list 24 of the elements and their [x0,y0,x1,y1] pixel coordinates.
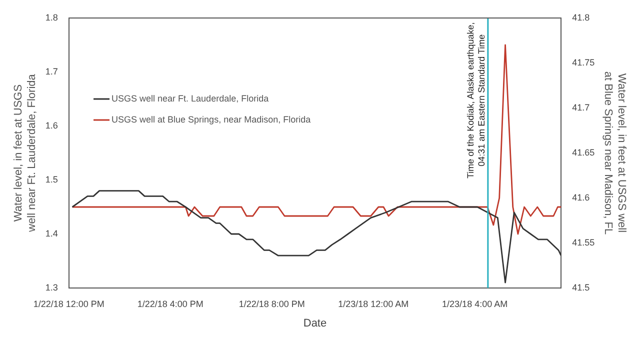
y-tick-label: 1.5 [45,174,58,184]
x-tick-label: 1/22/18 4:00 PM [137,298,204,309]
y2-tick-label: 41.5 [572,282,590,292]
legend-label: USGS well near Ft. Lauderdale, Florida [112,93,269,104]
y-tick-label: 1.3 [45,282,58,292]
x-tick-label: 1/22/18 8:00 PM [238,298,305,309]
y-tick-label: 1.7 [45,66,58,76]
y2-tick-label: 41.65 [572,147,595,158]
x-tick-label: 1/23/18 12:00 AM [338,298,409,309]
x-tick-label: 1/22/18 12:00 PM [33,298,104,309]
y-tick-label: 1.4 [45,228,58,238]
y2-tick-label: 41.8 [572,12,590,22]
y2-tick-label: 41.75 [572,57,595,68]
y2-tick-label: 41.55 [572,237,595,248]
y2-tick-label: 41.7 [572,102,590,112]
y-axis-title: Water level, in feet at USGS well near Ft. Lauderdale, Florida [12,73,38,233]
y2-axis-title: Water level, in feet at USGS well at Blue Springs near Madison, FL [602,71,628,235]
ref-line-label: Time of the Kodiak, Alaska earthquake, 04:31 am Eastern Standard Time [465,22,486,179]
y2-tick-label: 41.6 [572,192,590,202]
x-tick-label: 1/23/18 4:00 AM [442,298,508,309]
y-tick-label: 1.6 [45,120,58,130]
x-axis-title: Date [303,317,327,330]
y-tick-label: 1.8 [45,12,58,22]
legend-label: USGS well at Blue Springs, near Madison, Florida [112,114,311,124]
